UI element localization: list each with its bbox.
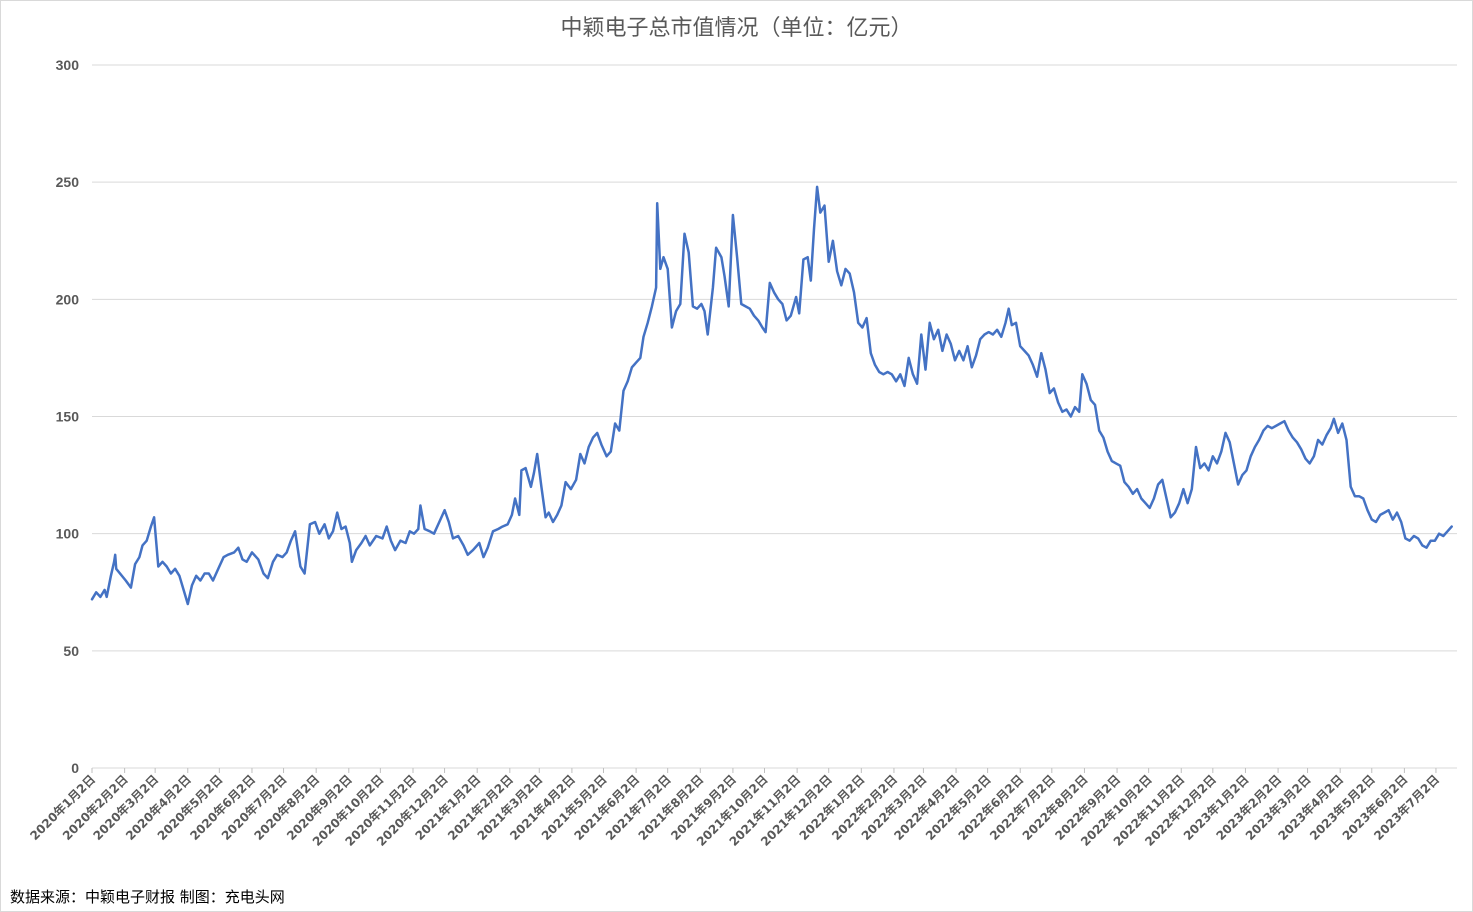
y-tick-label: 200 — [56, 291, 80, 307]
market-cap-line — [90, 185, 1453, 606]
series-group — [90, 185, 1453, 606]
y-tick-label: 0 — [71, 760, 79, 776]
x-tick-labels: 2020年1月2日2020年2月2日2020年3月2日2020年4月2日2020… — [27, 772, 1442, 849]
y-tick-label: 100 — [56, 526, 80, 542]
x-axis — [91, 767, 1457, 773]
y-tick-label: 150 — [56, 409, 80, 425]
grid-lines — [92, 64, 1457, 652]
source-note: 数据来源：中颖电子财报 制图：充电头网 — [10, 888, 285, 906]
y-tick-label: 50 — [63, 643, 79, 659]
y-tick-label: 250 — [56, 174, 80, 190]
chart-title: 中颖电子总市值情况（单位：亿元） — [560, 16, 913, 41]
y-tick-label: 300 — [56, 57, 80, 73]
y-tick-labels: 0 50 100 150 200 250 300 — [56, 57, 80, 776]
